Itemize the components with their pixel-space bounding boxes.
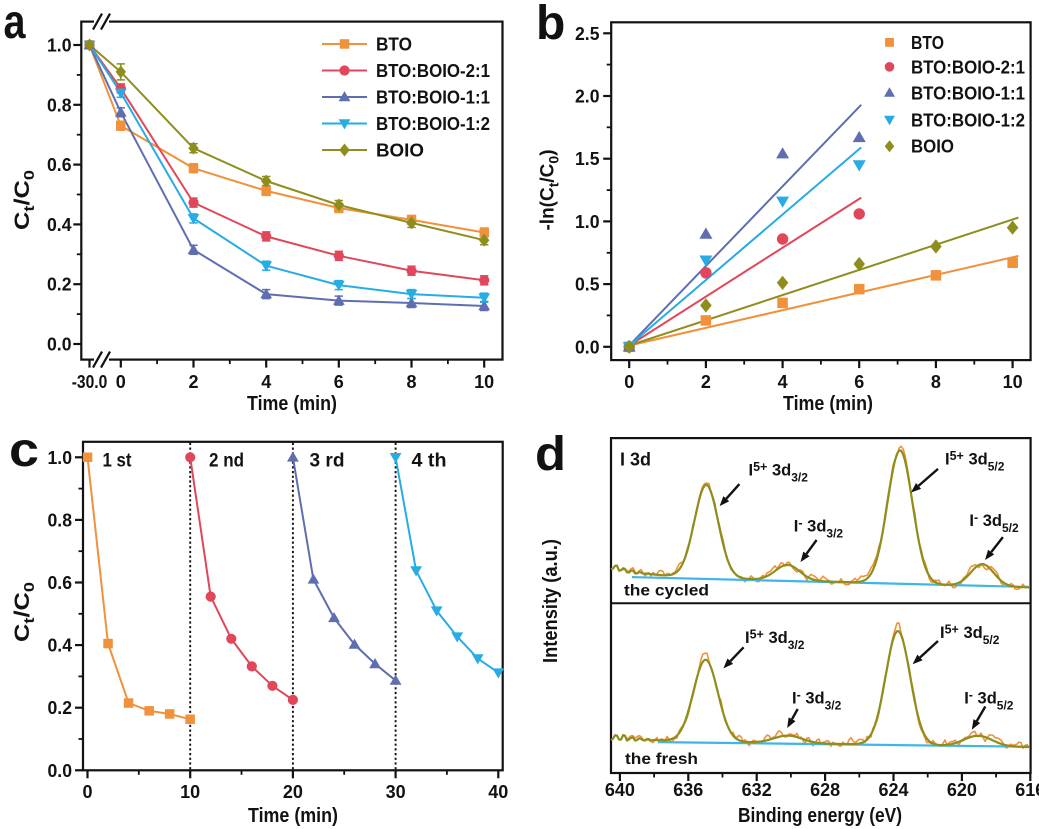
svg-text:the fresh: the fresh bbox=[625, 751, 698, 768]
svg-text:1 st: 1 st bbox=[103, 451, 133, 472]
svg-text:Ct/C0: Ct/C0 bbox=[11, 170, 38, 230]
svg-text:0.8: 0.8 bbox=[47, 95, 72, 115]
svg-text:636: 636 bbox=[673, 780, 703, 800]
svg-text:40: 40 bbox=[488, 782, 508, 802]
svg-text:BTO: BTO bbox=[911, 33, 944, 53]
svg-text:a: a bbox=[4, 0, 26, 49]
svg-text:d: d bbox=[535, 428, 566, 481]
svg-text:0.2: 0.2 bbox=[48, 698, 73, 718]
svg-text:2.0: 2.0 bbox=[575, 87, 600, 107]
svg-text:8: 8 bbox=[931, 372, 941, 392]
svg-text:1.0: 1.0 bbox=[575, 212, 600, 232]
svg-text:0.6: 0.6 bbox=[47, 155, 72, 175]
svg-text:BTO: BTO bbox=[376, 35, 412, 55]
svg-text:0: 0 bbox=[624, 372, 634, 392]
svg-text:0.2: 0.2 bbox=[47, 275, 72, 295]
svg-text:the cycled: the cycled bbox=[624, 583, 709, 600]
svg-text:632: 632 bbox=[742, 780, 772, 800]
svg-text:0.4: 0.4 bbox=[48, 636, 73, 656]
svg-text:2: 2 bbox=[188, 372, 198, 392]
svg-text:10: 10 bbox=[180, 782, 200, 802]
svg-text:6: 6 bbox=[334, 372, 344, 392]
svg-text:4: 4 bbox=[778, 372, 788, 392]
svg-text:6: 6 bbox=[854, 372, 864, 392]
svg-text:20: 20 bbox=[283, 782, 303, 802]
svg-text:616: 616 bbox=[1015, 780, 1039, 800]
svg-text:BOIO: BOIO bbox=[911, 137, 954, 157]
svg-text:1.0: 1.0 bbox=[47, 36, 72, 56]
svg-text:2 nd: 2 nd bbox=[209, 451, 244, 472]
svg-text:BTO:BOIO-2:1: BTO:BOIO-2:1 bbox=[376, 61, 490, 81]
svg-text:b: b bbox=[536, 0, 565, 50]
svg-text:10: 10 bbox=[474, 372, 494, 392]
svg-text:Time (min): Time (min) bbox=[783, 393, 873, 415]
svg-text:2.5: 2.5 bbox=[575, 24, 600, 44]
svg-text:2: 2 bbox=[701, 372, 711, 392]
svg-text:I 3d: I 3d bbox=[620, 450, 651, 470]
svg-text:BTO:BOIO-1:1: BTO:BOIO-1:1 bbox=[376, 88, 490, 108]
svg-text:628: 628 bbox=[810, 780, 840, 800]
svg-text:3 rd: 3 rd bbox=[310, 451, 345, 472]
svg-text:BTO:BOIO-1:1: BTO:BOIO-1:1 bbox=[911, 83, 1025, 103]
svg-text:Time (min): Time (min) bbox=[248, 805, 338, 827]
svg-text:0.0: 0.0 bbox=[48, 761, 73, 781]
svg-text:BTO:BOIO-1:2: BTO:BOIO-1:2 bbox=[376, 114, 490, 134]
svg-text:0.4: 0.4 bbox=[47, 215, 72, 235]
svg-text:10: 10 bbox=[1003, 372, 1023, 392]
svg-text:8: 8 bbox=[406, 372, 416, 392]
svg-text:Intensity (a.u.): Intensity (a.u.) bbox=[540, 539, 562, 663]
svg-text:c: c bbox=[9, 424, 39, 477]
svg-text:620: 620 bbox=[947, 780, 977, 800]
svg-text:0.0: 0.0 bbox=[47, 335, 72, 355]
svg-text:Binding energy (eV): Binding energy (eV) bbox=[738, 805, 902, 827]
svg-text:0.6: 0.6 bbox=[48, 573, 73, 593]
svg-text:4: 4 bbox=[261, 372, 271, 392]
svg-text:-30.0: -30.0 bbox=[72, 372, 108, 392]
svg-text:0.5: 0.5 bbox=[575, 275, 600, 295]
svg-text:4 th: 4 th bbox=[412, 451, 447, 472]
svg-text:BTO:BOIO-1:2: BTO:BOIO-1:2 bbox=[911, 110, 1025, 130]
svg-text:0: 0 bbox=[82, 782, 92, 802]
svg-text:30: 30 bbox=[386, 782, 406, 802]
svg-text:0.8: 0.8 bbox=[48, 510, 73, 530]
svg-text:BOIO: BOIO bbox=[376, 141, 424, 161]
svg-text:640: 640 bbox=[605, 780, 635, 800]
svg-text:624: 624 bbox=[878, 780, 908, 800]
svg-text:0.0: 0.0 bbox=[575, 337, 600, 357]
svg-text:1.5: 1.5 bbox=[575, 149, 600, 169]
svg-text:Time (min): Time (min) bbox=[247, 393, 337, 415]
svg-text:1.0: 1.0 bbox=[48, 448, 73, 468]
svg-text:0: 0 bbox=[116, 372, 126, 392]
svg-text:BTO:BOIO-2:1: BTO:BOIO-2:1 bbox=[911, 57, 1025, 77]
